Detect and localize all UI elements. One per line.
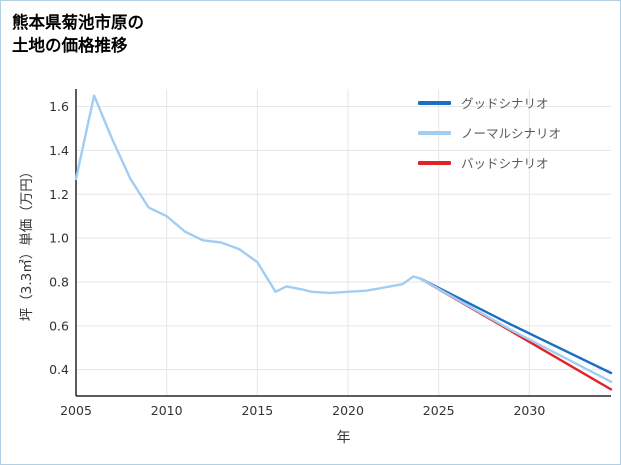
svg-text:2015: 2015 bbox=[241, 403, 273, 418]
chart-title-line2: 土地の価格推移 bbox=[12, 36, 128, 56]
series-line-0 bbox=[419, 277, 613, 375]
x-tick-labels: 2005 2010 2015 2020 2025 2030 bbox=[60, 403, 545, 418]
svg-text:2005: 2005 bbox=[60, 403, 92, 418]
svg-text:2030: 2030 bbox=[513, 403, 545, 418]
svg-text:1.0: 1.0 bbox=[49, 231, 69, 246]
svg-text:1.6: 1.6 bbox=[49, 99, 69, 114]
series-lines bbox=[74, 94, 613, 391]
svg-text:2020: 2020 bbox=[332, 403, 364, 418]
legend-item-normal-scenario: ノーマルシナリオ bbox=[418, 123, 561, 142]
legend-swatch-bad-scenario bbox=[418, 160, 451, 165]
legend-label-bad-scenario: バッドシナリオ bbox=[461, 156, 549, 171]
chart-legend: グッドシナリオ ノーマルシナリオ バッドシナリオ bbox=[418, 93, 561, 172]
svg-text:2025: 2025 bbox=[423, 403, 455, 418]
series-line-1 bbox=[74, 94, 613, 383]
legend-item-good-scenario: グッドシナリオ bbox=[418, 93, 561, 112]
svg-text:0.8: 0.8 bbox=[49, 274, 69, 289]
chart-title: 熊本県菊池市原の 土地の価格推移 bbox=[12, 11, 144, 57]
svg-text:1.4: 1.4 bbox=[49, 143, 69, 158]
svg-text:1.2: 1.2 bbox=[49, 187, 69, 202]
x-axis-label: 年 bbox=[336, 430, 351, 446]
legend-swatch-normal-scenario bbox=[418, 130, 451, 135]
y-tick-labels: 0.4 0.6 0.8 1.0 1.2 1.4 1.6 bbox=[49, 99, 69, 377]
legend-label-good-scenario: グッドシナリオ bbox=[461, 96, 549, 111]
gridlines bbox=[75, 89, 611, 396]
axes bbox=[75, 89, 611, 397]
svg-text:0.6: 0.6 bbox=[49, 318, 69, 333]
svg-text:0.4: 0.4 bbox=[49, 362, 69, 377]
chart-title-line1: 熊本県菊池市原の bbox=[12, 13, 144, 32]
legend-label-normal-scenario: ノーマルシナリオ bbox=[461, 126, 562, 141]
y-axis-label: 坪（3.3㎡）単価（万円） bbox=[19, 164, 35, 322]
legend-swatch-good-scenario bbox=[418, 100, 451, 105]
legend-item-bad-scenario: バッドシナリオ bbox=[418, 153, 561, 172]
svg-text:2010: 2010 bbox=[151, 403, 183, 418]
